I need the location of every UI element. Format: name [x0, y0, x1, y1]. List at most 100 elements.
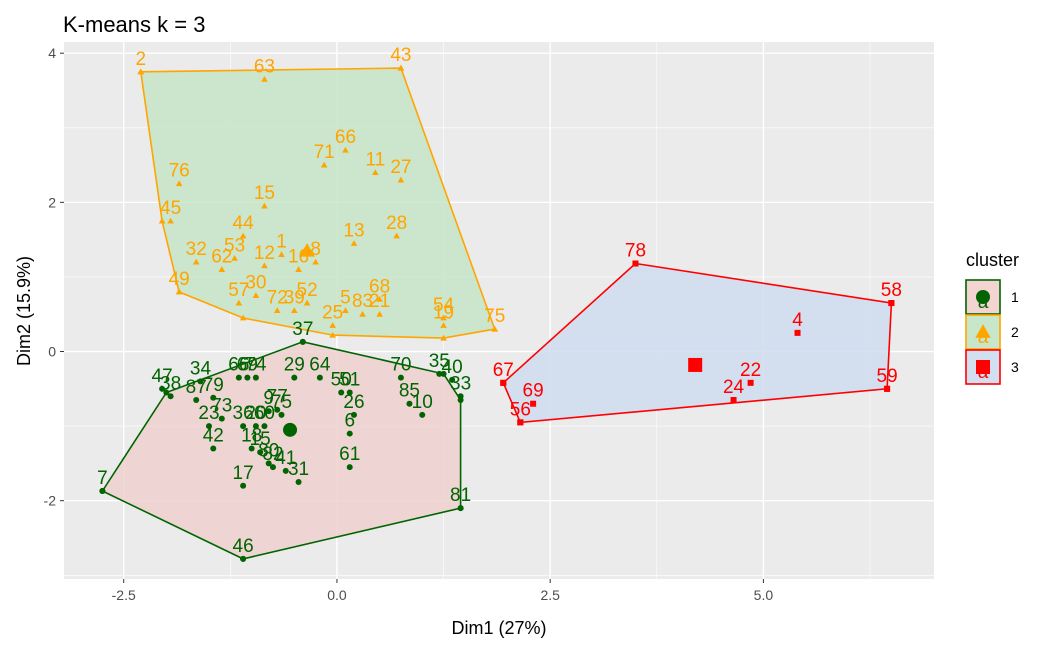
x-tick-label: 5.0 [754, 587, 774, 603]
cluster-2-point-label: 12 [254, 243, 275, 264]
cluster-1-point [274, 406, 281, 413]
cluster-1-point [210, 394, 217, 401]
cluster-2-point-label: 30 [245, 273, 266, 294]
cluster-1-point-label: 60 [254, 403, 275, 424]
cluster-2-hull-vertex [239, 314, 247, 321]
cluster-1-point-label: 10 [412, 392, 433, 413]
cluster-1-point [316, 374, 323, 381]
cluster-2-point [175, 288, 183, 295]
cluster-1-point [419, 411, 426, 418]
cluster-1-point [235, 374, 242, 381]
cluster-1-point-label: 79 [203, 375, 224, 396]
legend-key-square [976, 360, 990, 374]
cluster-3-point [884, 385, 891, 392]
cluster-2-point-label: 15 [254, 183, 275, 204]
cluster-2-point-label: 16 [288, 246, 309, 267]
cluster-3-point-label: 22 [740, 360, 761, 381]
cluster-2-point [376, 296, 383, 302]
cluster-2-point-label: 63 [254, 56, 275, 77]
cluster-2-point [273, 307, 281, 313]
cluster-1-point-label: 87 [186, 377, 207, 398]
cluster-2-point [137, 68, 145, 75]
cluster-2-point [239, 232, 247, 239]
cluster-1-point-label: 9 [263, 388, 274, 409]
cluster-2-point-label: 52 [297, 280, 318, 301]
cluster-3-point [530, 400, 537, 407]
cluster-1-point [261, 423, 268, 430]
cluster-1-point [397, 374, 404, 381]
cluster-1-point-label: 29 [284, 355, 305, 376]
cluster-1-point [436, 370, 443, 377]
cluster-3-point [517, 419, 524, 426]
cluster-1-point [282, 467, 289, 474]
cluster-1-point [159, 385, 166, 392]
x-axis-title: Dim1 (27%) [451, 618, 546, 638]
cluster-1-point-label: 82 [262, 444, 283, 465]
cluster-2-point-label: 49 [169, 269, 190, 290]
cluster-2-point [303, 299, 311, 306]
cluster-1-point-label: 81 [450, 485, 471, 506]
cluster-3-point [632, 260, 639, 267]
cluster-3-point [888, 300, 895, 307]
legend-title: cluster [966, 250, 1019, 270]
legend-key-triangle [975, 324, 991, 338]
y-tick-label: -2 [44, 493, 57, 509]
cluster-1-point [265, 460, 272, 467]
cluster-2-point-label: 8 [310, 239, 321, 260]
cluster-1-point-label: 41 [275, 448, 296, 469]
cluster-2-point-label: 32 [186, 239, 207, 260]
cluster-1-point [197, 378, 204, 385]
cluster-2-point [261, 262, 268, 269]
cluster-1-point [265, 408, 272, 415]
cluster-1-point [291, 374, 298, 381]
legend: cluster a1a2a3 [965, 250, 1019, 385]
cluster-2-point-label: 57 [228, 280, 249, 301]
cluster-1-point [257, 449, 264, 456]
cluster-1-point-label: 42 [203, 425, 224, 446]
cluster-1-point-label: 18 [241, 425, 262, 446]
cluster-1-point [457, 393, 464, 400]
cluster-1-point [457, 505, 464, 512]
cluster-1-point-label: 77 [267, 387, 288, 408]
cluster-2-point-label: 68 [369, 276, 390, 297]
cluster-1-point [210, 445, 217, 452]
cluster-2-point-label: 11 [365, 150, 385, 171]
cluster-1-point-label: 50 [331, 370, 352, 391]
cluster-2-point [329, 322, 336, 328]
cluster-2-point [278, 251, 285, 258]
cluster-3-point-label: 59 [877, 366, 898, 387]
legend-label: 2 [1011, 324, 1019, 340]
cluster-1-point [449, 376, 456, 383]
cluster-1-point-label: 85 [399, 381, 420, 402]
cluster-3-point-label: 58 [881, 280, 902, 301]
cluster-1-point-label: 66 [228, 355, 249, 376]
legend-label: 1 [1011, 289, 1019, 305]
y-tick-label: 0 [48, 344, 56, 360]
y-tick-label: 4 [48, 45, 56, 61]
cluster-2-point-label: 83 [352, 291, 373, 312]
cluster-3-point-label: 78 [625, 241, 646, 262]
cluster-1-point-label: 51 [339, 370, 360, 391]
cluster-2-point-label: 76 [169, 161, 190, 182]
cluster-2-hull-vertex [329, 331, 336, 338]
cluster-2-point [261, 202, 268, 209]
cluster-1-point-label: 7 [97, 468, 108, 489]
cluster-3-point [747, 379, 754, 386]
cluster-2-point [295, 266, 302, 272]
cluster-2-point-label: 62 [211, 246, 232, 267]
cluster-2-point [261, 75, 268, 82]
cluster-1-hull-vertex [163, 389, 170, 396]
cluster-3-point-label: 69 [523, 381, 544, 402]
cluster-2-point-label: 5 [340, 288, 351, 309]
cluster-1-point-label: 61 [339, 444, 360, 465]
cluster-3-point-label: 56 [510, 399, 531, 420]
cluster-1-point [299, 338, 306, 345]
cluster-1-point [218, 415, 225, 422]
cluster-2-point-label: 75 [484, 306, 505, 327]
cluster-2-point [175, 180, 183, 187]
cluster-1-point [240, 482, 247, 489]
cluster-2-point [218, 266, 226, 272]
cluster-2-point [167, 217, 174, 224]
